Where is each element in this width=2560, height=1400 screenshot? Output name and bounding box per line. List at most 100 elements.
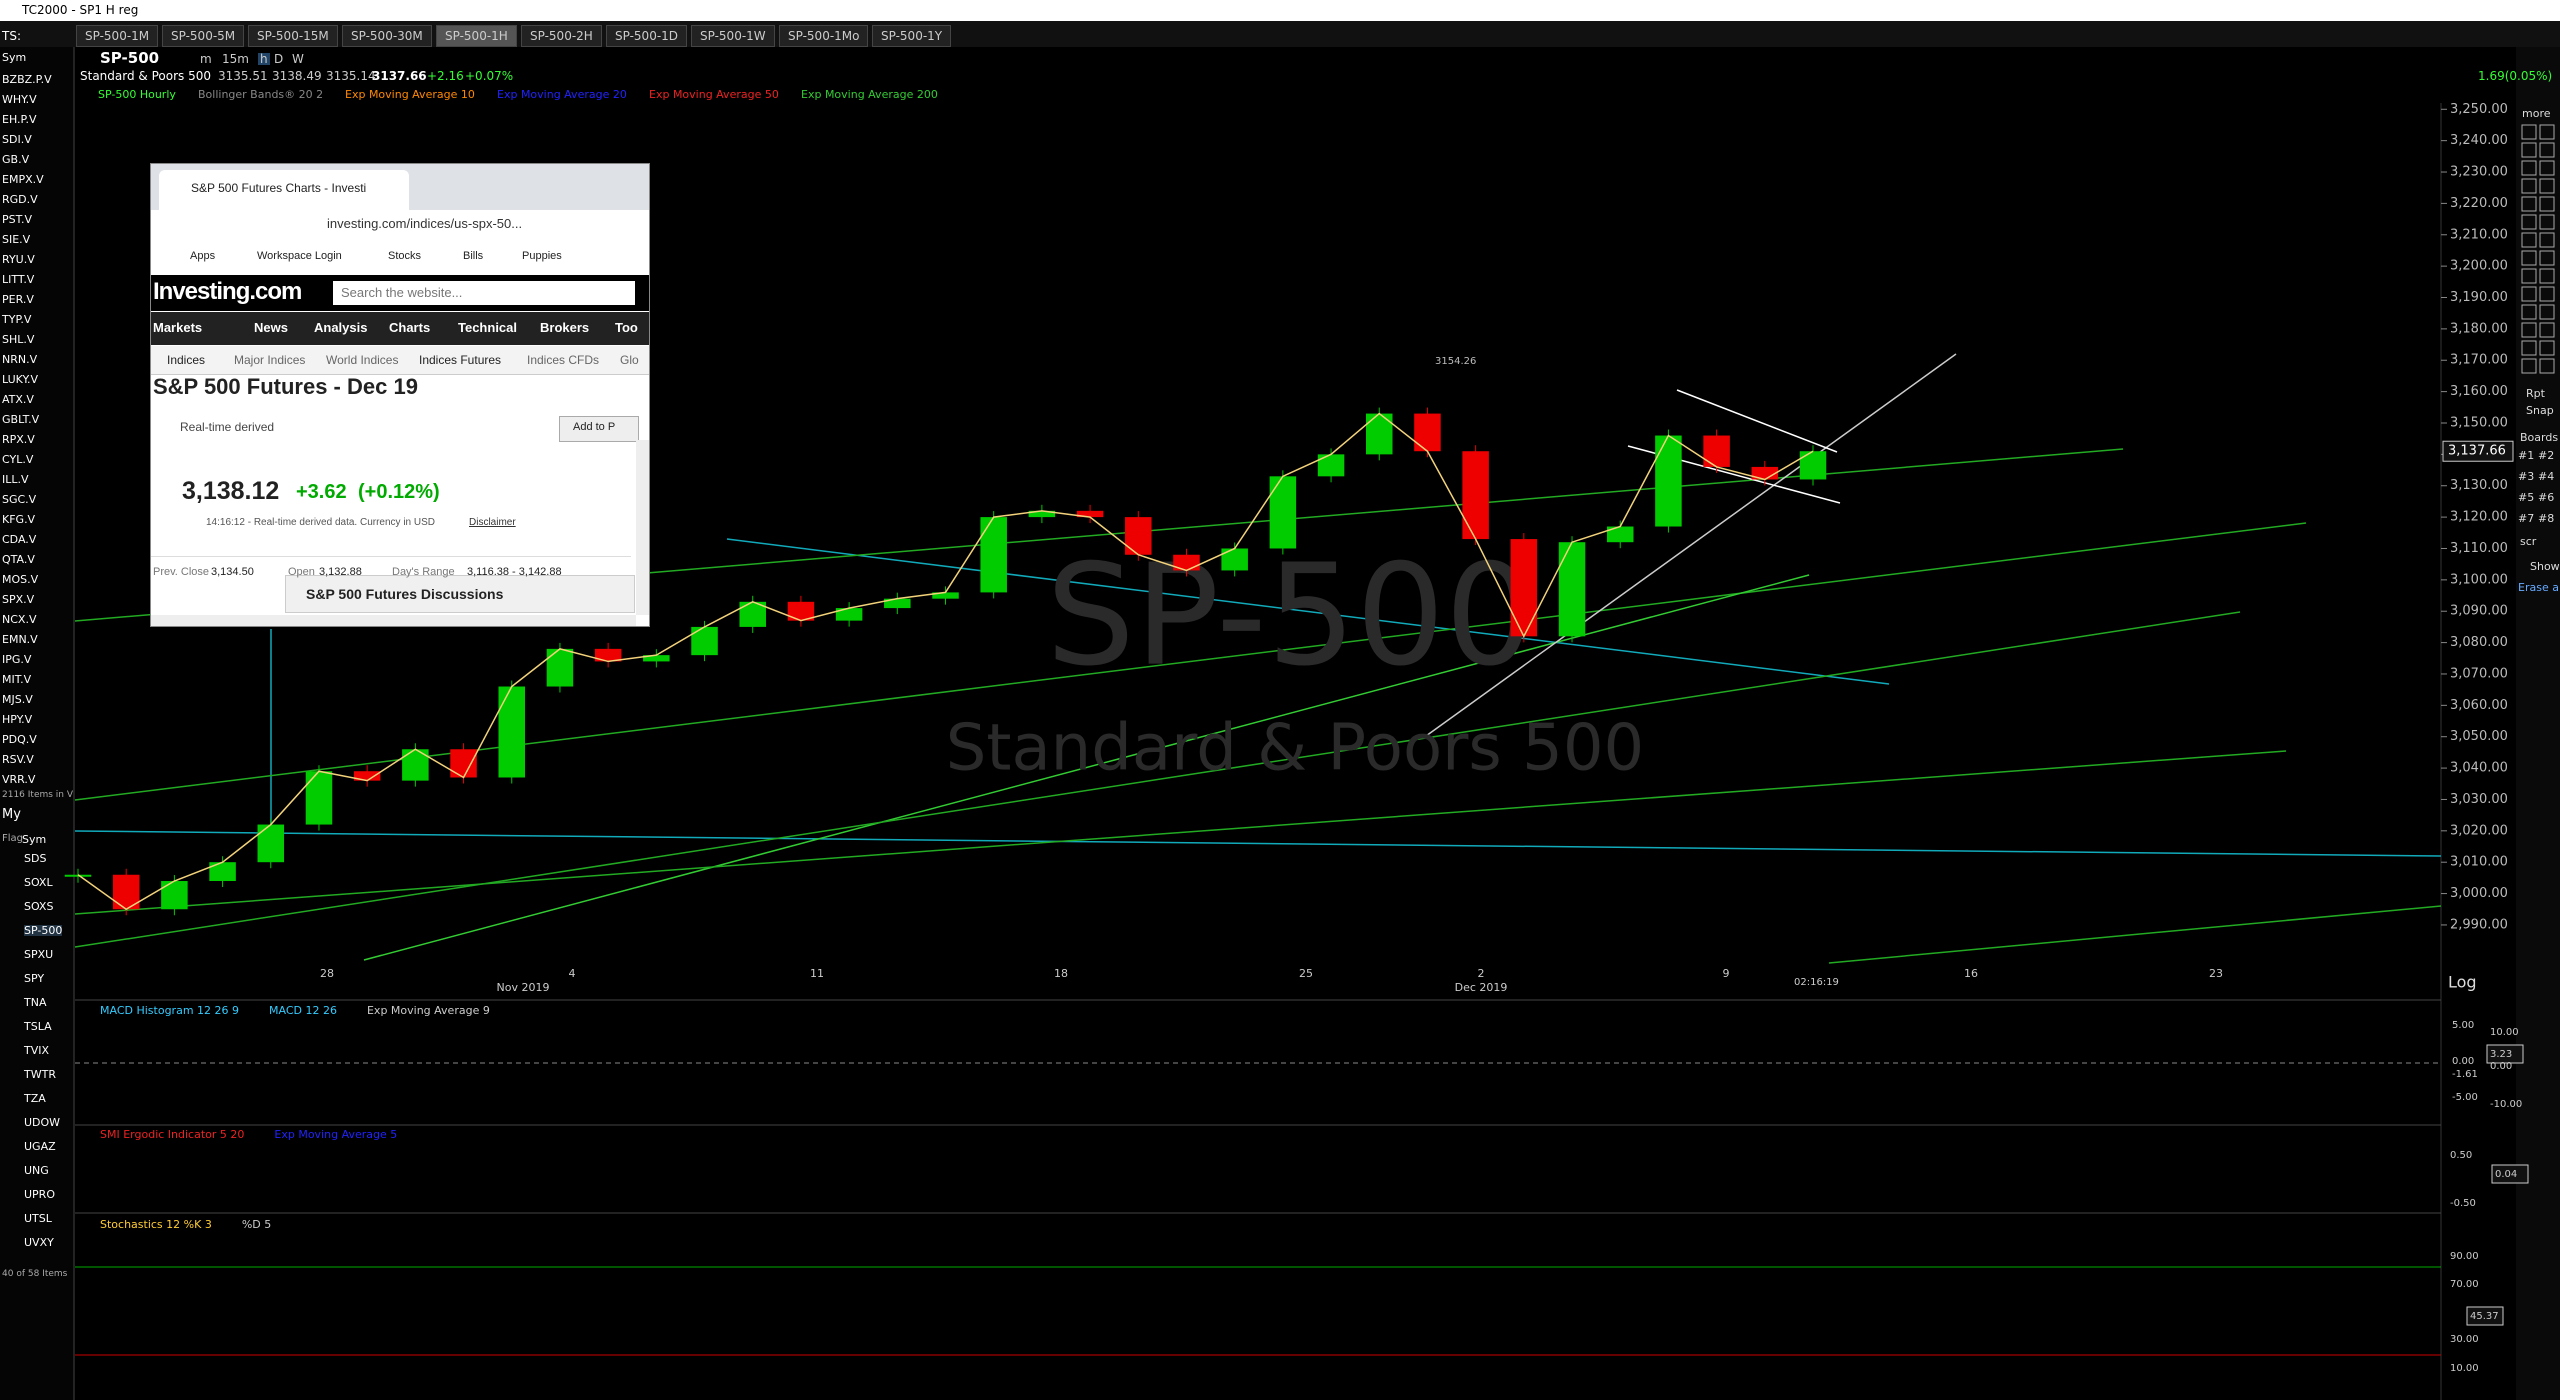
watchlist-symbol[interactable]: SOXS [24,900,54,913]
chart-tab[interactable]: SP-500-2H [521,25,602,47]
toolbar-button[interactable]: Rpt [2526,387,2545,400]
chart-tab[interactable]: SP-500-1M [76,25,159,47]
bookmark[interactable]: Puppies [522,250,562,262]
nav-item[interactable]: News [254,320,288,335]
watchlist-symbol[interactable]: BZBZ.P.V [2,73,52,86]
indicator-label[interactable]: Bollinger Bands® 20 2 [198,88,324,101]
subnav-item[interactable]: Indices CFDs [527,353,600,367]
indicator-label[interactable]: Exp Moving Average 50 [649,88,779,101]
watchlist-symbol[interactable]: SPXU [24,948,54,961]
watchlist-symbol[interactable]: UNG [24,1164,49,1177]
toolbar-button[interactable]: #1 [2518,449,2535,462]
watchlist-symbol[interactable]: TZA [24,1092,46,1105]
nav-item[interactable]: Too [615,320,638,335]
watchlist-symbol[interactable]: GBLT.V [2,413,40,426]
watchlist-symbol[interactable]: CYL.V [2,453,34,466]
address-bar[interactable]: investing.com/indices/us-spx-50... [327,216,523,231]
add-button[interactable] [559,416,639,442]
nav-item[interactable]: Markets [153,320,203,335]
bookmark[interactable]: Apps [190,250,216,262]
indicator-label[interactable]: SP-500 Hourly [98,88,176,101]
toolbar-button[interactable]: #4 [2538,470,2555,483]
toolbar-button[interactable]: #6 [2538,491,2555,504]
indicator-label[interactable]: Exp Moving Average 10 [345,88,475,101]
watchlist-symbol[interactable]: UVXY [24,1236,54,1249]
toolbar-button[interactable]: #2 [2538,449,2555,462]
watchlist-symbol[interactable]: UPRO [24,1188,55,1201]
watchlist-symbol[interactable]: MJS.V [2,693,33,706]
toolbar-button[interactable]: #7 [2518,512,2535,525]
bookmark[interactable]: Bills [463,250,484,262]
watchlist-symbol[interactable]: EMN.V [2,633,38,646]
indicator-label[interactable]: Exp Moving Average 20 [497,88,627,101]
watchlist-symbol[interactable]: VRR.V [2,773,36,786]
discussions-title[interactable]: S&P 500 Futures Discussions [306,586,504,602]
watchlist-symbol[interactable]: TVIX [24,1044,50,1057]
watchlist-symbol[interactable]: NRN.V [2,353,38,366]
watchlist-symbol[interactable]: GB.V [2,153,30,166]
toolbar-button[interactable]: scr [2520,535,2537,548]
toolbar-button[interactable]: Boards [2520,431,2559,444]
chart-tab[interactable]: SP-500-1Y [872,25,952,47]
watchlist-symbol[interactable]: MOS.V [2,573,39,586]
nav-item[interactable]: Technical [458,320,518,335]
tab-title[interactable]: S&P 500 Futures Charts - Investi [191,181,367,195]
watchlist-symbol[interactable]: RGD.V [2,193,38,206]
watchlist-symbol[interactable]: TSLA [24,1020,52,1033]
chart-tab[interactable]: SP-500-5M [162,25,245,47]
watchlist-symbol[interactable]: ATX.V [2,393,34,406]
chart-tab[interactable]: SP-500-30M [342,25,432,47]
watchlist-symbol[interactable]: SGC.V [2,493,37,506]
watchlist-symbol[interactable]: LUKY.V [2,373,38,386]
toolbar-button[interactable]: Snap [2526,404,2554,417]
watchlist-symbol[interactable]: RYU.V [2,253,35,266]
chart-tab[interactable]: SP-500-1Mo [779,25,869,47]
subnav-item[interactable]: Major Indices [234,353,306,367]
indicator-label[interactable]: Exp Moving Average 200 [801,88,938,101]
nav-item[interactable]: Brokers [540,320,590,335]
watchlist-symbol[interactable]: UDOW [24,1116,61,1129]
toolbar-button[interactable]: #8 [2538,512,2555,525]
watchlist-symbol[interactable]: HPY.V [2,713,33,726]
nav-item[interactable]: Analysis [314,320,368,335]
watchlist-symbol[interactable]: RSV.V [2,753,34,766]
watchlist-symbol[interactable]: SP-500 [24,924,63,937]
discussions-bar[interactable] [285,575,635,613]
chart-tab[interactable]: SP-500-1H [436,25,517,47]
browser-window[interactable]: S&P 500 Futures Charts - Investi investin… [150,163,650,627]
chart-tab[interactable]: SP-500-1D [606,25,688,47]
search-box[interactable] [333,281,635,305]
disclaimer-link[interactable]: Disclaimer [469,517,516,528]
search-placeholder[interactable]: Search the website... [341,285,463,300]
watchlist-symbol[interactable]: IPG.V [2,653,32,666]
subnav-item[interactable]: Glo [620,353,639,367]
watchlist-symbol[interactable]: SIE.V [2,233,31,246]
watchlist-symbol[interactable]: ILL.V [2,473,29,486]
toolbar-button[interactable]: Erase all [2518,581,2560,594]
watchlist-symbol[interactable]: UTSL [24,1212,52,1225]
watchlist-symbol[interactable]: WHY.V [2,93,37,106]
toolbar-button[interactable]: #5 [2518,491,2535,504]
toolbar-button[interactable]: #3 [2518,470,2535,483]
watchlist-symbol[interactable]: EMPX.V [2,173,44,186]
watchlist-symbol[interactable]: SOXL [24,876,53,889]
watchlist-symbol[interactable]: NCX.V [2,613,37,626]
watchlist-symbol[interactable]: TWTR [24,1068,56,1081]
watchlist-symbol[interactable]: TNA [24,996,47,1009]
watchlist-symbol[interactable]: QTA.V [2,553,35,566]
watchlist-symbol[interactable]: SDI.V [2,133,32,146]
bookmark[interactable]: Stocks [388,250,422,262]
chart-tab[interactable]: SP-500-1W [691,25,775,47]
add-button-label[interactable]: Add to P [573,421,616,433]
watchlist-symbol[interactable]: EH.P.V [2,113,37,126]
chart-tab[interactable]: SP-500-15M [248,25,338,47]
timeframe-button[interactable]: 15m [222,52,249,66]
subnav-item[interactable]: World Indices [326,353,399,367]
toolbar-button[interactable]: more [2522,107,2551,120]
nav-item[interactable]: Charts [389,320,431,335]
watchlist-symbol[interactable]: PER.V [2,293,34,306]
watchlist-symbol[interactable]: PDQ.V [2,733,37,746]
watchlist-symbol[interactable]: SDS [24,852,47,865]
watchlist-symbol[interactable]: PST.V [2,213,33,226]
subnav-item[interactable]: Indices Futures [419,353,502,367]
